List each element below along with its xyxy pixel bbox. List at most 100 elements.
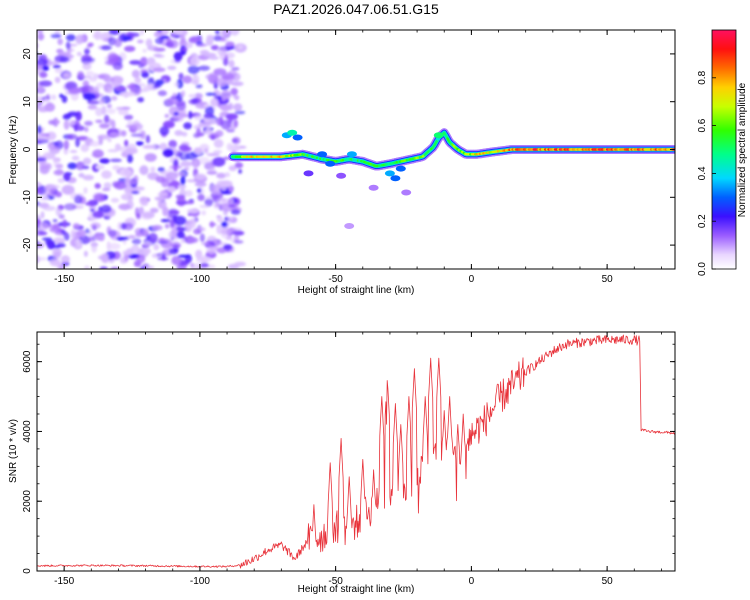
noise-blob (97, 134, 110, 140)
noise-blob (40, 211, 45, 219)
noise-blob (162, 206, 169, 217)
noise-blob (153, 243, 160, 251)
noise-blob (219, 180, 233, 188)
noise-blob (47, 141, 54, 149)
noise-blob (134, 76, 142, 84)
snr-panel: -150 -100 -50 0 50 0 2000 4000 6000 Height of st… (8, 331, 676, 595)
noise-blob (205, 126, 212, 135)
colorbar-ticks: 0.0 0.2 0.4 0.6 0.8 (697, 70, 716, 276)
noise-blob (173, 215, 187, 226)
ridge-spot (395, 165, 406, 172)
noise-blob (84, 265, 90, 269)
noise-blob (31, 228, 35, 234)
noise-blob (173, 51, 183, 62)
noise-blob (198, 65, 210, 71)
noise-blob (178, 111, 186, 119)
noise-blob (195, 43, 208, 47)
noise-blob (65, 34, 76, 41)
noise-blob (170, 241, 182, 249)
noise-blob (127, 154, 133, 163)
ridge-spot (346, 151, 357, 158)
noise-blob (210, 98, 220, 107)
noise-blob (220, 90, 232, 100)
noise-blob (135, 141, 144, 146)
colorbar-gradient (711, 29, 737, 270)
noise-blob (37, 86, 44, 93)
noise-blob (216, 172, 227, 179)
noise-blob (75, 138, 80, 148)
noise-blob (55, 207, 62, 217)
noise-blob (39, 71, 48, 78)
noise-blob (152, 67, 166, 73)
noise-blob (30, 225, 37, 232)
noise-blob (193, 147, 203, 155)
noise-blob (48, 184, 61, 189)
ridge-spot (433, 132, 444, 139)
noise-blob (148, 83, 155, 88)
noise-blob (164, 113, 170, 118)
noise-blob (136, 254, 146, 263)
noise-blob (155, 37, 164, 45)
noise-blob (37, 151, 40, 159)
noise-blob (85, 202, 90, 206)
snr-ytick-label: 0 (22, 568, 33, 574)
spectral-ridge (228, 128, 675, 229)
noise-blob (54, 55, 68, 63)
noise-blob (228, 165, 237, 172)
noise-blob (107, 149, 119, 153)
noise-blob (199, 204, 210, 209)
noise-blob (87, 42, 94, 47)
noise-blob (188, 110, 193, 120)
noise-blob (168, 231, 173, 238)
noise-blob (106, 103, 112, 109)
noise-blob (37, 225, 40, 229)
noise-blob (37, 125, 42, 134)
noise-blob (143, 248, 151, 255)
noise-blob (174, 130, 183, 136)
noise-blob (120, 193, 133, 201)
noise-blob (206, 35, 215, 39)
noise-blob (103, 182, 112, 189)
noise-blob (124, 45, 136, 52)
noise-blob (139, 266, 145, 269)
noise-blob (181, 131, 188, 137)
noise-blob (57, 178, 65, 184)
noise-blob (184, 190, 193, 197)
spectrogram-ytick-label: 10 (22, 96, 33, 108)
noise-blob (185, 152, 198, 160)
noise-blob (167, 65, 177, 70)
noise-blob (200, 262, 209, 268)
colorbar-tick-label: 0.0 (697, 262, 708, 276)
noise-blob (108, 229, 117, 238)
noise-blob (180, 161, 193, 167)
noise-blob (92, 211, 104, 219)
noise-blob (142, 144, 156, 149)
noise-blob (193, 228, 201, 235)
noise-blob (173, 82, 179, 87)
noise-blob (177, 254, 191, 258)
noise-blob (220, 119, 232, 130)
noise-blob (195, 249, 203, 260)
ridge-spot (390, 175, 401, 182)
noise-blob (233, 240, 244, 244)
noise-blob (71, 155, 80, 161)
noise-blob (122, 250, 133, 256)
noise-blob (39, 195, 50, 201)
noise-blob (92, 33, 101, 39)
noise-blob (192, 74, 200, 85)
noise-blob (46, 152, 56, 157)
noise-blob (63, 140, 70, 150)
spectrogram-ytick-label: -10 (22, 190, 33, 205)
chart-title: PAZ1.2026.047.06.51.G15 (273, 1, 439, 17)
noise-blob (192, 159, 199, 170)
noise-blob (100, 45, 112, 51)
noise-blob (167, 39, 179, 49)
noise-blob (201, 210, 207, 216)
noise-blob (93, 73, 99, 79)
noise-blob (231, 136, 241, 145)
noise-blob (70, 229, 76, 240)
spectrogram-xlabel: Height of straight line (km) (298, 285, 415, 296)
noise-blob (37, 231, 48, 236)
noise-blob (205, 195, 212, 200)
